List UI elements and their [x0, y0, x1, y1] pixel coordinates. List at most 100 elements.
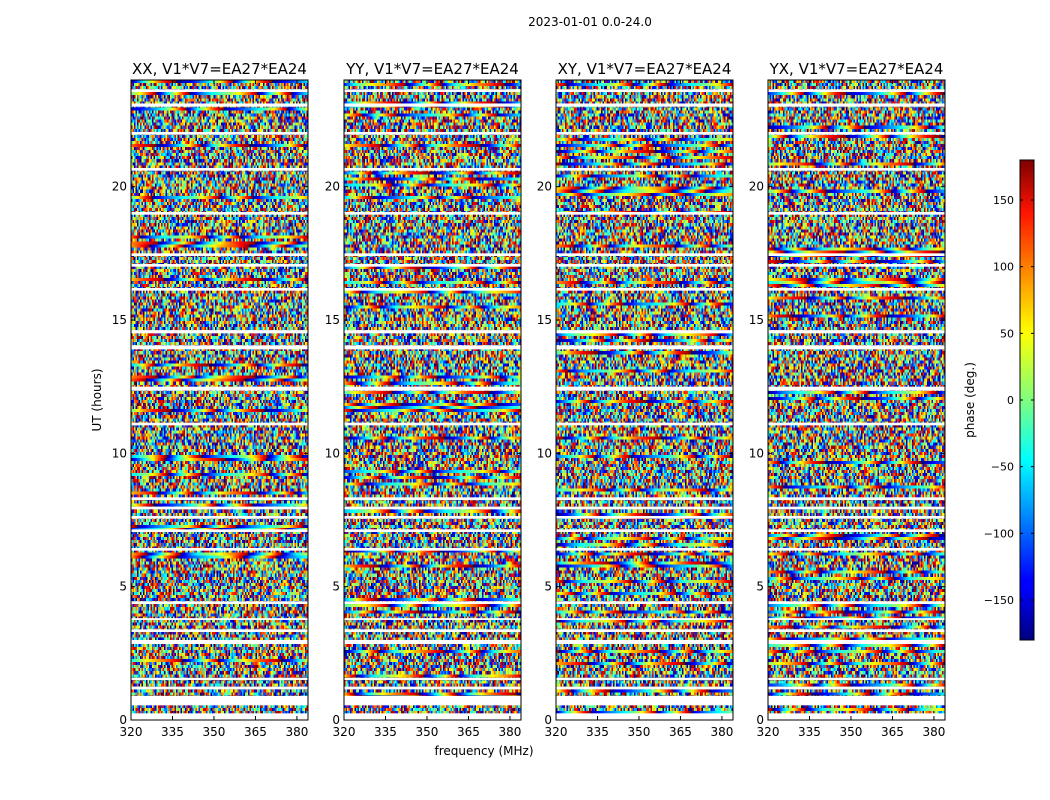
- flagged-bands: [344, 89, 521, 720]
- flagged-band: [344, 345, 521, 350]
- flagged-band: [344, 330, 521, 334]
- y-tick-label: 15: [112, 313, 127, 327]
- flagged-band: [556, 422, 733, 426]
- flagged-band: [556, 345, 733, 350]
- flagged-band: [131, 386, 308, 391]
- flagged-band: [768, 345, 945, 350]
- flagged-band: [768, 686, 945, 690]
- flagged-band: [768, 212, 945, 215]
- flagged-band: [131, 713, 308, 720]
- flagged-band: [131, 696, 308, 706]
- x-tick-label: 365: [244, 725, 267, 739]
- flagged-band: [768, 386, 945, 391]
- x-tick-label: 350: [628, 725, 651, 739]
- x-tick-label: 365: [457, 725, 480, 739]
- flagged-band: [768, 713, 945, 720]
- flagged-band: [556, 516, 733, 519]
- colorbar-tick-label: −150: [984, 594, 1014, 607]
- panel-frame: [555, 79, 734, 721]
- x-tick-label: 320: [545, 725, 568, 739]
- flagged-band: [556, 212, 733, 215]
- y-tick-label: 20: [112, 180, 127, 194]
- flagged-band: [344, 548, 521, 551]
- y-tick-label: 15: [537, 313, 552, 327]
- flagged-bands: [556, 89, 733, 720]
- flagged-band: [131, 253, 308, 256]
- flagged-band: [131, 264, 308, 267]
- y-tick-label: 5: [332, 580, 340, 594]
- flagged-band: [556, 168, 733, 171]
- flagged-band: [556, 330, 733, 334]
- colorbar-tick-label: 50: [1000, 327, 1014, 340]
- y-tick-label: 15: [749, 313, 764, 327]
- flagged-band: [556, 618, 733, 620]
- y-tick-label: 20: [537, 180, 552, 194]
- y-tick-label: 10: [112, 446, 127, 460]
- colorbar-tick-label: −50: [991, 461, 1014, 474]
- x-tick-label: 320: [333, 725, 356, 739]
- flagged-band: [768, 168, 945, 171]
- y-tick-label: 5: [119, 580, 127, 594]
- flagged-band: [556, 696, 733, 706]
- phase-waterfall: [556, 80, 733, 720]
- flagged-band: [768, 253, 945, 256]
- colorbar-tick-label: 0: [1007, 394, 1014, 407]
- flagged-band: [556, 264, 733, 267]
- flagged-band: [556, 686, 733, 690]
- flagged-band: [131, 212, 308, 215]
- flagged-band: [344, 89, 521, 92]
- flagged-band: [768, 288, 945, 291]
- panel-yx: YX, V1*V7=EA27*EA24 320 335 350 365 380 0 5 10 15…: [749, 60, 946, 739]
- phase-waterfall: [344, 80, 521, 720]
- flagged-bands: [131, 89, 308, 720]
- flagged-band: [131, 548, 308, 551]
- flagged-band: [131, 506, 308, 510]
- flagged-band: [344, 601, 521, 604]
- flagged-band: [344, 629, 521, 632]
- flagged-band: [131, 132, 308, 135]
- flagged-band: [131, 345, 308, 350]
- colorbar: 150 100 50 0 −50 −100 −150 phase (deg.): [963, 159, 1035, 641]
- flagged-band: [344, 640, 521, 644]
- flagged-band: [344, 677, 521, 680]
- x-tick-label: 350: [416, 725, 439, 739]
- x-tick-label: 380: [285, 725, 308, 739]
- y-tick-label: 5: [756, 580, 764, 594]
- flagged-band: [768, 601, 945, 604]
- flagged-band: [131, 168, 308, 171]
- flagged-band: [556, 288, 733, 291]
- flagged-band: [768, 89, 945, 92]
- y-tick-label: 10: [749, 446, 764, 460]
- flagged-band: [131, 288, 308, 291]
- flagged-band: [344, 497, 521, 500]
- flagged-band: [556, 89, 733, 92]
- x-tick-label: 350: [840, 725, 863, 739]
- y-tick-label: 0: [756, 713, 764, 727]
- flagged-band: [344, 618, 521, 620]
- flagged-band: [556, 548, 733, 551]
- flagged-band: [768, 629, 945, 632]
- flagged-band: [556, 132, 733, 135]
- flagged-band: [131, 677, 308, 680]
- flagged-band: [344, 696, 521, 706]
- colorbar-ticks: 150 100 50 0 −50 −100 −150: [984, 194, 1034, 607]
- flagged-band: [131, 330, 308, 334]
- flagged-band: [344, 506, 521, 510]
- flagged-band: [768, 548, 945, 551]
- flagged-band: [344, 253, 521, 256]
- flagged-band: [344, 516, 521, 519]
- y-tick-label: 5: [544, 580, 552, 594]
- flagged-band: [556, 386, 733, 391]
- flagged-band: [768, 422, 945, 426]
- flagged-band: [344, 264, 521, 267]
- flagged-band: [131, 640, 308, 644]
- colorbar-tick-label: −100: [984, 527, 1014, 540]
- panel-xy: XY, V1*V7=EA27*EA24 320 335 350 365 380 0 5 10 15…: [537, 60, 734, 739]
- suptitle: 2023-01-01 0.0-24.0: [528, 15, 652, 29]
- flagged-band: [131, 601, 308, 604]
- flagged-band: [768, 618, 945, 620]
- colorbar-label: phase (deg.): [963, 362, 977, 438]
- flagged-band: [556, 601, 733, 604]
- flagged-band: [131, 629, 308, 632]
